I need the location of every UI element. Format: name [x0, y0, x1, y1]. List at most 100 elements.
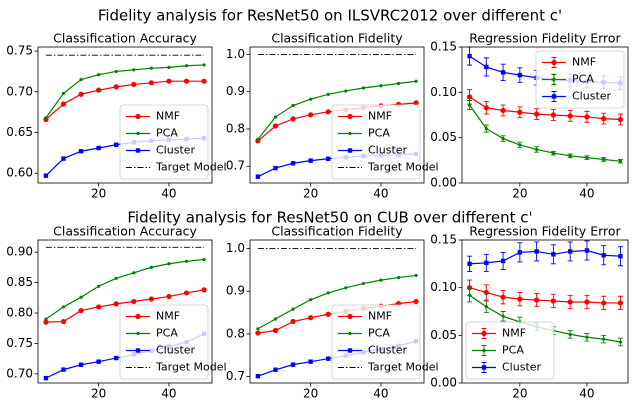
- data-point: [326, 356, 331, 361]
- data-point: [78, 362, 84, 367]
- data-point: [518, 143, 522, 147]
- x-tick-label: 40: [161, 187, 176, 201]
- data-point: [567, 299, 573, 305]
- data-point: [618, 254, 623, 259]
- data-point: [131, 81, 137, 88]
- data-point: [617, 300, 624, 306]
- legend-marker: [135, 148, 141, 153]
- series-line: [469, 96, 621, 121]
- data-point: [291, 307, 295, 311]
- plot-frame: [461, 239, 629, 384]
- data-point: [466, 94, 473, 100]
- data-point: [201, 78, 207, 84]
- legend-label: NMF: [502, 327, 526, 340]
- data-point: [166, 78, 172, 84]
- legend-marker: [135, 348, 141, 353]
- data-point: [568, 154, 572, 158]
- subplot-title: Classification Fidelity: [271, 31, 403, 46]
- data-point: [379, 84, 383, 88]
- legend-label: NMF: [368, 310, 392, 323]
- x-tick-label: 40: [373, 387, 388, 401]
- legend-label: Target Model: [155, 361, 227, 374]
- subplot-title: Regression Fidelity Error: [469, 224, 621, 239]
- legend-box: [465, 321, 555, 380]
- data-point: [61, 367, 66, 372]
- data-point: [96, 304, 102, 310]
- subplot-title: Classification Accuracy: [53, 224, 197, 239]
- data-point: [149, 66, 153, 70]
- legend-label: PCA: [368, 127, 390, 140]
- data-point: [308, 359, 313, 364]
- data-point: [131, 298, 137, 305]
- x-tick-label: 40: [579, 387, 594, 401]
- x-tick-label: 40: [373, 187, 388, 201]
- legend-marker: [347, 348, 353, 353]
- legend-label: PCA: [156, 127, 178, 140]
- subplot: Classification Accuracy 0.70 0.75 0.80 0.85 0…: [6, 224, 226, 401]
- data-point: [517, 250, 523, 255]
- data-point: [167, 65, 171, 69]
- x-tick-label: 20: [91, 187, 106, 201]
- plot-frame: [249, 46, 425, 184]
- data-point: [484, 64, 489, 70]
- data-point: [550, 112, 556, 118]
- subplot: Regression Fidelity Error 0.00 0.05 0.10 0.1…: [430, 31, 629, 201]
- data-point: [96, 359, 101, 364]
- data-point: [584, 114, 590, 120]
- legend-label: PCA: [502, 344, 524, 357]
- plot-frame: [37, 46, 213, 184]
- data-point: [361, 86, 365, 90]
- series-line: [45, 64, 205, 119]
- data-point: [534, 297, 540, 303]
- data-point: [308, 315, 314, 321]
- legend-marker: [347, 113, 353, 120]
- data-point: [114, 142, 119, 147]
- figure-title: Fidelity analysis for ResNet50 on ILSVRC…: [98, 7, 562, 25]
- data-point: [184, 64, 189, 68]
- data-point: [500, 258, 506, 264]
- data-point: [535, 147, 539, 152]
- data-point: [114, 69, 118, 74]
- y-tick-label: 0.00: [430, 376, 457, 390]
- data-point: [273, 165, 278, 171]
- data-point: [414, 273, 418, 278]
- x-tick-label: 40: [161, 387, 176, 401]
- data-point: [290, 161, 296, 166]
- y-tick-label: 0.05: [430, 328, 457, 342]
- data-point: [273, 317, 278, 321]
- legend-label: Cluster: [502, 361, 542, 374]
- data-point: [201, 287, 207, 293]
- legend-marker: [481, 365, 487, 370]
- data-point: [483, 105, 489, 111]
- data-point: [379, 278, 383, 282]
- data-point: [344, 286, 348, 290]
- data-point: [290, 362, 296, 367]
- data-point: [567, 249, 573, 254]
- data-point: [484, 305, 488, 309]
- data-point: [308, 158, 313, 163]
- data-point: [113, 301, 119, 307]
- y-tick-label: 0.7: [226, 369, 245, 383]
- legend-label: Cluster: [156, 144, 196, 157]
- data-point: [550, 298, 556, 304]
- legend-label: Target Model: [367, 361, 439, 374]
- data-point: [255, 373, 261, 379]
- series-line: [45, 80, 205, 120]
- figure-title: Fidelity analysis for ResNet50 on CUB ov…: [127, 209, 532, 227]
- y-tick-label: 0.9: [226, 84, 245, 98]
- data-point: [467, 293, 472, 297]
- data-point: [585, 335, 589, 339]
- y-tick-label: 0.75: [6, 44, 33, 58]
- legend-marker: [136, 331, 140, 336]
- y-tick-label: 0.15: [430, 233, 457, 247]
- legend-marker: [348, 331, 352, 336]
- data-point: [361, 281, 365, 286]
- subplot: Classification Fidelity 0.7 0.8 0.9 1.0 20 40 N…: [226, 31, 439, 201]
- data-point: [601, 116, 607, 122]
- legend-label: PCA: [368, 327, 390, 340]
- legend-label: NMF: [156, 310, 180, 323]
- data-point: [61, 156, 66, 161]
- data-point: [308, 112, 314, 118]
- y-tick-label: 0.85: [6, 275, 33, 289]
- legend-marker: [482, 348, 486, 353]
